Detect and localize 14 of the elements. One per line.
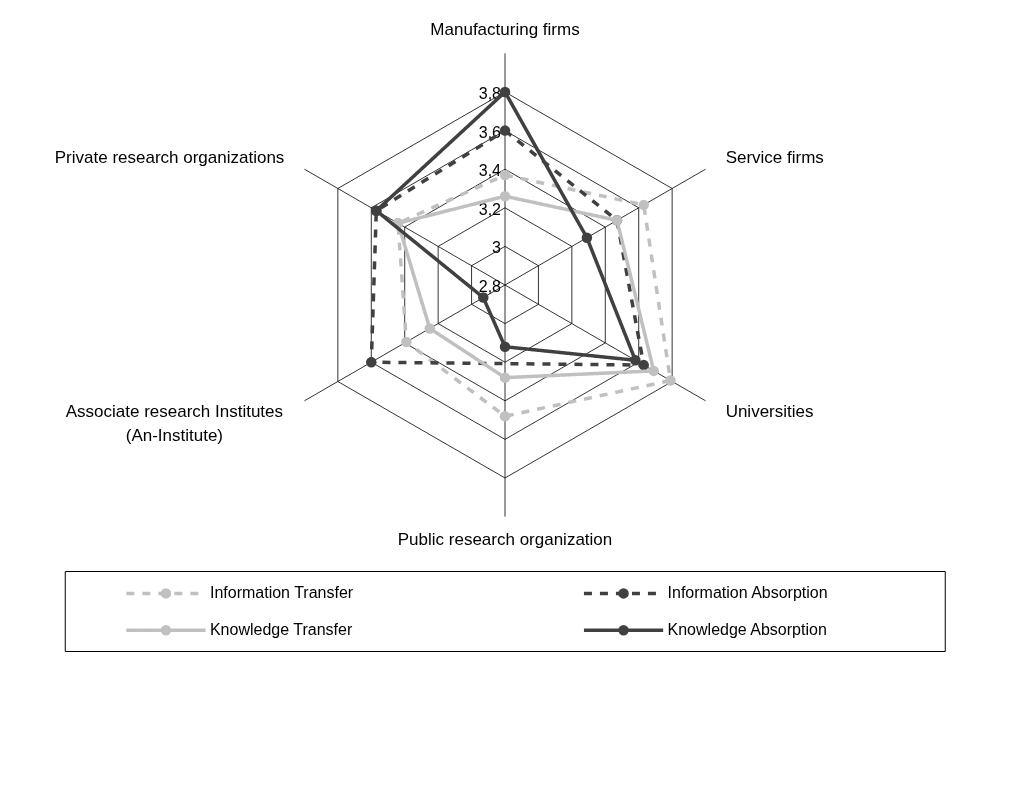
legend-label: Knowledge Transfer <box>209 621 353 639</box>
legend-label: Knowledge Absorption <box>667 621 827 639</box>
spoke-label: Manufacturing firms <box>430 20 580 40</box>
spoke-label: Private research organizations <box>54 147 285 167</box>
y-tick-label: 3,2 <box>478 200 502 218</box>
spoke-label: Service firms <box>725 147 824 167</box>
y-tick-label: 2,8 <box>478 278 502 295</box>
spoke-label: Associate research Institutes (An-Institute) <box>65 402 284 446</box>
y-tick-label: 3 <box>492 239 502 257</box>
y-tick-label: 3,4 <box>478 162 502 180</box>
spoke-label: Public research organization <box>397 529 613 549</box>
legend-label: Information Absorption <box>667 584 828 602</box>
legend-label: Information Transfer <box>209 584 354 602</box>
spoke-label: Universities <box>725 402 814 422</box>
